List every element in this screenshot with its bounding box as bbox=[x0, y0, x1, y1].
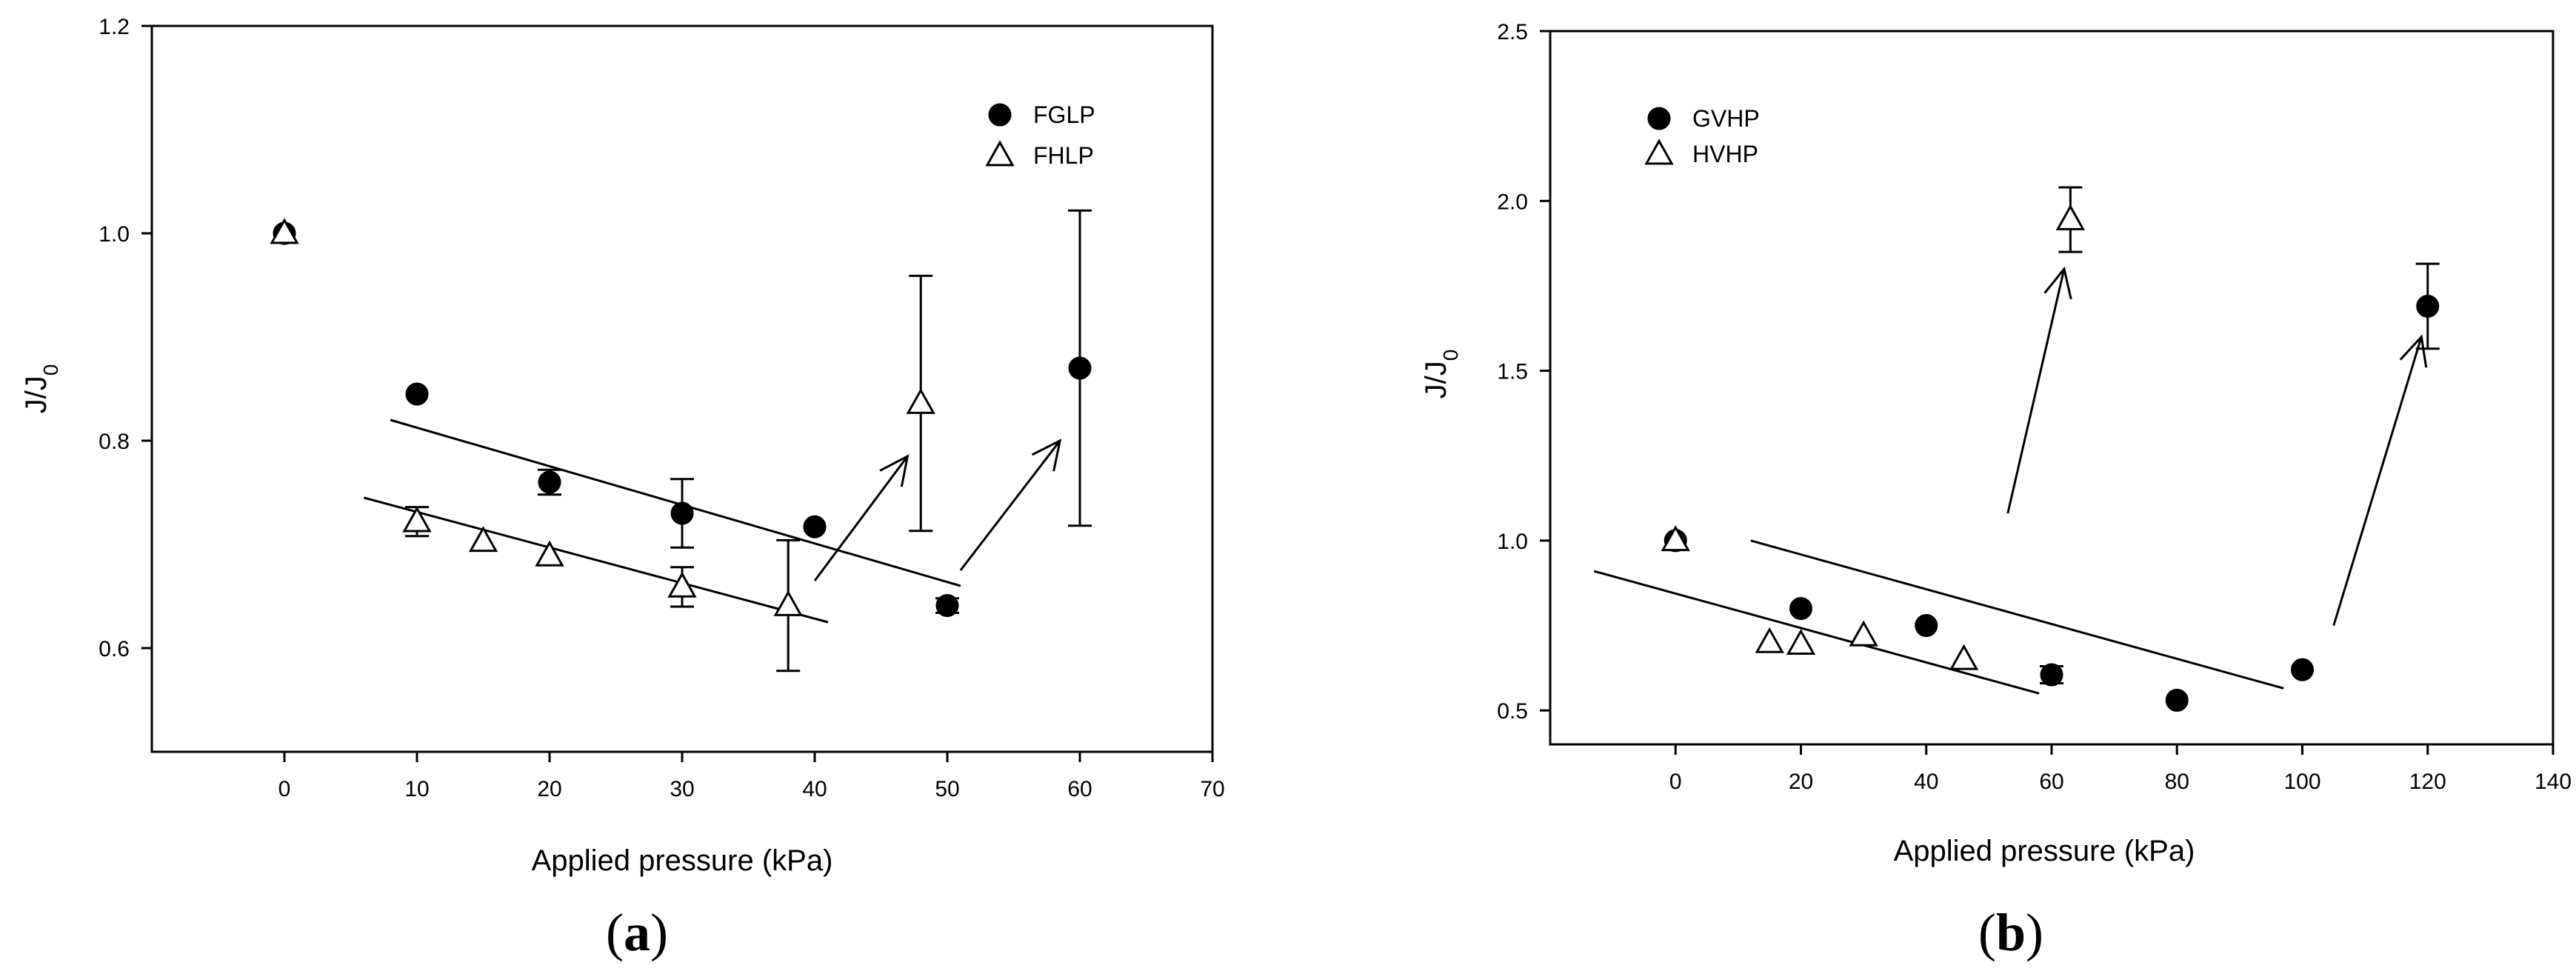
x-tick-label: 70 bbox=[1200, 777, 1224, 801]
marker-open-triangle bbox=[1755, 627, 1784, 653]
arrow-head bbox=[2399, 334, 2428, 368]
data-points bbox=[1661, 186, 2440, 712]
marker-filled-circle bbox=[1068, 356, 1092, 380]
panel-letter: b bbox=[1996, 903, 2026, 962]
arrow-head bbox=[2043, 266, 2072, 300]
x-tick-label: 10 bbox=[404, 777, 429, 801]
arrows bbox=[2006, 266, 2428, 626]
marker-filled-circle bbox=[1789, 597, 1812, 621]
marker-open-triangle bbox=[985, 140, 1015, 167]
marker-open-triangle bbox=[906, 387, 935, 414]
x-tick-label: 80 bbox=[2165, 770, 2189, 794]
x-tick-label: 40 bbox=[1914, 770, 1938, 794]
marker-open-triangle bbox=[1644, 139, 1674, 165]
legend: GVHP HVHP bbox=[1644, 105, 1760, 167]
marker-filled-circle bbox=[988, 103, 1012, 127]
x-axis-label: Applied pressure (kPa) bbox=[532, 844, 833, 877]
x-tick-label: 100 bbox=[2283, 770, 2320, 794]
trend-lines bbox=[1593, 539, 2284, 695]
chart-panel-b: 0 20 40 60 80 100 120 140 0.5 1.0 1.5 2.0 2.5 GVHP HV… bbox=[1420, 20, 2572, 962]
marker-filled-circle bbox=[803, 515, 827, 538]
panel-label: (a) bbox=[606, 903, 668, 962]
y-axis-label: J/J0 bbox=[20, 364, 62, 414]
y-tick-label: 1.5 bbox=[1497, 360, 1528, 384]
arrow-head bbox=[1031, 438, 1062, 472]
marker-open-triangle bbox=[468, 526, 498, 553]
trend-line bbox=[390, 418, 961, 587]
arrow-head bbox=[879, 454, 910, 487]
marker-open-triangle bbox=[535, 540, 564, 567]
marker-open-triangle bbox=[1949, 644, 1979, 670]
marker-filled-circle bbox=[405, 382, 429, 406]
marker-open-triangle bbox=[1849, 620, 1878, 647]
arrow-shaft bbox=[813, 456, 909, 581]
marker-open-triangle bbox=[1661, 525, 1690, 552]
marker-filled-circle bbox=[2291, 658, 2314, 681]
x-tick-label: 0 bbox=[278, 777, 291, 801]
arrow-shaft bbox=[2006, 268, 2066, 514]
x-tick-label: 60 bbox=[2039, 770, 2063, 794]
legend: FGLP FHLP bbox=[985, 101, 1095, 169]
data-points bbox=[270, 209, 1092, 673]
y-axis-label-main: J/J bbox=[1420, 361, 1452, 398]
legend-label: GVHP bbox=[1692, 105, 1760, 132]
x-tick-label: 40 bbox=[802, 777, 827, 801]
marker-filled-circle bbox=[935, 594, 959, 618]
marker-filled-circle bbox=[1647, 107, 1671, 130]
marker-open-triangle bbox=[667, 571, 697, 598]
y-tick-label: 2.0 bbox=[1497, 190, 1528, 214]
axis-ticks: 0 20 40 60 80 100 120 140 0.5 1.0 1.5 2.0 2.5 bbox=[1497, 20, 2572, 794]
y-tick-label: 0.6 bbox=[99, 637, 130, 661]
chart-panel-a: 0 10 20 30 40 50 60 70 0.6 0.8 1.0 1.2 FGLP FHLP App… bbox=[20, 15, 1225, 962]
marker-open-triangle bbox=[402, 506, 432, 533]
y-tick-label: 0.8 bbox=[99, 430, 130, 454]
marker-filled-circle bbox=[670, 501, 694, 525]
axis-ticks: 0 10 20 30 40 50 60 70 0.6 0.8 1.0 1.2 bbox=[99, 15, 1224, 801]
arrow-shaft bbox=[959, 440, 1061, 571]
arrows bbox=[813, 438, 1062, 581]
x-axis-label: Applied pressure (kPa) bbox=[1894, 835, 2195, 867]
panel-letter: a bbox=[624, 903, 650, 962]
marker-filled-circle bbox=[2040, 663, 2063, 687]
y-axis-label: J/J0 bbox=[1420, 350, 1462, 399]
legend-label: FGLP bbox=[1033, 101, 1095, 128]
x-tick-label: 120 bbox=[2409, 770, 2446, 794]
y-tick-label: 2.5 bbox=[1497, 20, 1528, 44]
marker-open-triangle bbox=[773, 590, 803, 616]
x-tick-label: 140 bbox=[2535, 770, 2572, 794]
y-tick-label: 1.0 bbox=[99, 222, 130, 247]
x-tick-label: 20 bbox=[1789, 770, 1813, 794]
y-axis-label-main: J/J bbox=[20, 376, 53, 413]
x-tick-label: 50 bbox=[935, 777, 959, 801]
panel-label: (b) bbox=[1978, 903, 2043, 962]
trend-line bbox=[1593, 570, 2040, 695]
trend-lines bbox=[364, 418, 961, 624]
y-axis-label-subscript: 0 bbox=[1439, 350, 1462, 361]
trend-line bbox=[364, 496, 829, 624]
y-tick-label: 1.2 bbox=[99, 15, 130, 39]
legend-label: HVHP bbox=[1692, 141, 1758, 167]
marker-filled-circle bbox=[538, 470, 561, 494]
x-tick-label: 30 bbox=[670, 777, 694, 801]
x-tick-label: 0 bbox=[1669, 770, 1682, 794]
y-tick-label: 1.0 bbox=[1497, 530, 1528, 554]
marker-open-triangle bbox=[1786, 628, 1816, 656]
trend-line bbox=[1750, 539, 2284, 690]
arrow-shaft bbox=[2332, 336, 2423, 626]
y-axis-label-subscript: 0 bbox=[39, 364, 62, 376]
marker-open-triangle bbox=[2055, 204, 2086, 230]
y-tick-label: 0.5 bbox=[1497, 699, 1528, 724]
x-tick-label: 60 bbox=[1067, 777, 1092, 801]
marker-open-triangle bbox=[270, 218, 299, 244]
marker-filled-circle bbox=[2416, 294, 2440, 318]
marker-filled-circle bbox=[1915, 614, 1938, 637]
marker-filled-circle bbox=[2165, 688, 2189, 712]
x-tick-label: 20 bbox=[537, 777, 561, 801]
legend-label: FHLP bbox=[1033, 142, 1094, 169]
